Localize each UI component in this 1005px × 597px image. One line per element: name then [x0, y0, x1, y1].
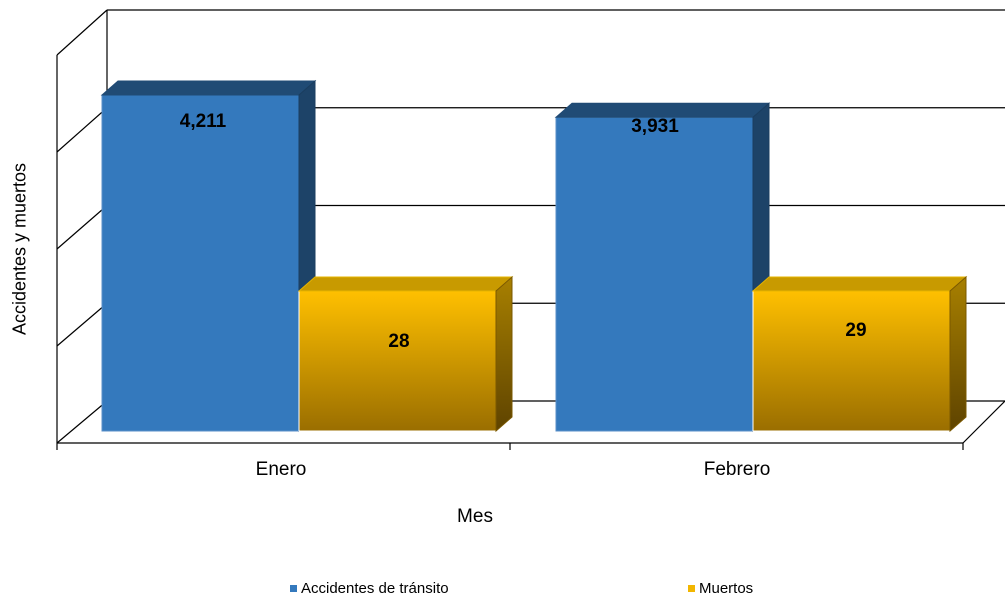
bar-front-accidentes-enero [101, 94, 300, 432]
data-label-muertos-enero: 28 [388, 331, 410, 352]
x-axis-title: Mes [457, 506, 493, 527]
bar-muertos-enero [297, 275, 514, 433]
side-gridline [56, 302, 108, 347]
bar-front-muertos-febrero [752, 290, 951, 432]
floor-edge [962, 400, 1005, 444]
bar-top-accidentes-enero [100, 80, 317, 96]
x-tick-label-enero: Enero [255, 459, 307, 480]
side-gridline [56, 107, 108, 153]
legend-item-accidentes: Accidentes de tránsito [290, 580, 449, 597]
bar-accidentes-enero [100, 79, 317, 433]
bar-accidentes-febrero [554, 102, 771, 433]
legend-label-muertos: Muertos [699, 580, 754, 597]
bar-side-muertos-febrero [949, 275, 967, 433]
data-label-accidentes-enero: 4,211 [179, 111, 227, 132]
bar-front-muertos-enero [298, 290, 497, 432]
x-tick-label-febrero: Febrero [703, 459, 771, 480]
bar-top-muertos-febrero [751, 276, 968, 292]
side-gridline [56, 205, 108, 250]
data-label-accidentes-febrero: 3,931 [631, 116, 679, 137]
bar-front-accidentes-febrero [555, 116, 754, 432]
bar-muertos-febrero [751, 275, 968, 433]
legend-swatch-accidentes [290, 584, 297, 592]
side-gridline [56, 400, 108, 444]
legend-label-accidentes: Accidentes de tránsito [301, 580, 449, 597]
bar-side-muertos-enero [495, 275, 513, 433]
data-label-muertos-febrero: 29 [845, 320, 867, 341]
bar-top-muertos-enero [297, 276, 514, 292]
side-gridline [56, 9, 108, 56]
legend-item-muertos: Muertos [688, 580, 753, 597]
legend-swatch-muertos [688, 584, 695, 592]
y-axis-title: Accidentes y muertos [9, 162, 30, 336]
